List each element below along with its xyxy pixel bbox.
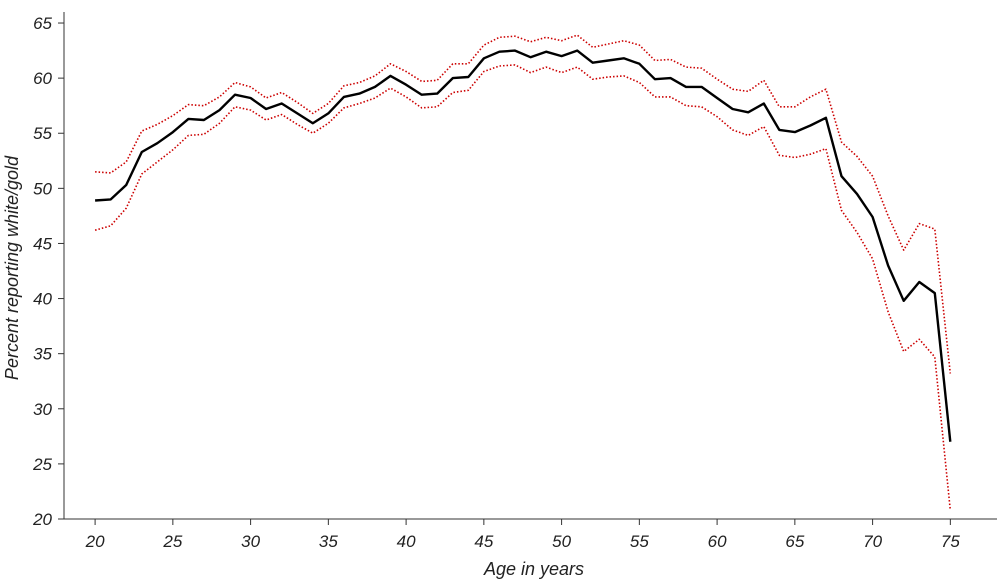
confidence-band-line-2 [94, 64, 952, 511]
y-tick-label: 20 [32, 510, 52, 529]
x-tick-label: 25 [162, 532, 182, 551]
y-tick-label: 55 [33, 124, 52, 143]
x-tick-label: 20 [85, 532, 105, 551]
y-tick-label: 45 [33, 234, 52, 253]
y-tick-label: 60 [33, 69, 52, 88]
x-tick-label: 65 [785, 532, 804, 551]
ticks-layer: 20 25 30 35 40 45 50 55 60 65 70 75 20 25 30 35 40 45 50 55… [32, 14, 960, 551]
y-tick-label: 30 [33, 400, 52, 419]
y-axis-title: Percent reporting white/gold [2, 155, 22, 380]
x-tick-label: 40 [397, 532, 416, 551]
series-layer [94, 34, 952, 511]
x-tick-label: 70 [863, 532, 882, 551]
x-tick-label: 30 [241, 532, 260, 551]
y-tick-label: 40 [33, 290, 52, 309]
x-tick-label: 75 [941, 532, 960, 551]
y-tick-label: 25 [32, 455, 52, 474]
axes-layer [63, 12, 997, 520]
x-tick-label: 45 [474, 532, 493, 551]
confidence-band-line-1 [95, 34, 952, 374]
x-tick-label: 55 [630, 532, 649, 551]
y-tick-label: 35 [33, 345, 52, 364]
x-tick-label: 60 [708, 532, 727, 551]
x-tick-label: 35 [319, 532, 338, 551]
y-tick-label: 50 [33, 179, 52, 198]
main-series-line [95, 49, 952, 442]
x-tick-label: 50 [552, 532, 571, 551]
y-tick-label: 65 [33, 14, 52, 33]
x-axis-title: Age in years [483, 559, 584, 579]
